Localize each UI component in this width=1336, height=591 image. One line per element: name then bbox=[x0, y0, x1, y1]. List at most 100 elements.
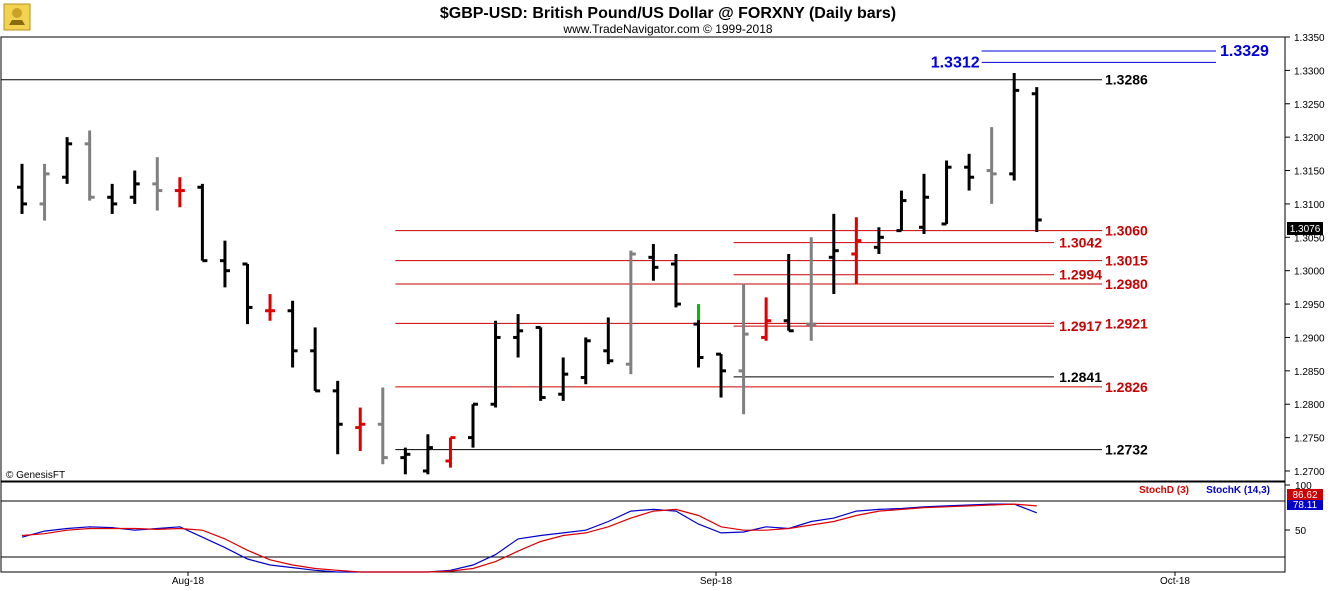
ohlc-bar bbox=[468, 402, 478, 448]
price-tick-label: 1.3050 bbox=[1294, 233, 1325, 244]
price-level-label: 1.3329 bbox=[1220, 43, 1269, 60]
last-price-box bbox=[1287, 222, 1323, 235]
price-level-label: 1.2921 bbox=[1105, 315, 1148, 331]
price-tick-label: 1.3350 bbox=[1294, 33, 1325, 44]
price-level-label: 1.3015 bbox=[1105, 253, 1148, 269]
ohlc-bar bbox=[580, 337, 591, 385]
ohlc-bar bbox=[242, 262, 253, 325]
ohlc-bar bbox=[625, 250, 636, 375]
ohlc-bar bbox=[716, 352, 727, 398]
ohlc-bar bbox=[219, 240, 230, 288]
ohlc-bar bbox=[648, 243, 659, 281]
price-tick-label: 1.2850 bbox=[1294, 367, 1325, 378]
ohlc-bar bbox=[17, 163, 27, 214]
ohlc-bar bbox=[62, 137, 73, 184]
price-level-label-bg bbox=[1054, 368, 1102, 385]
price-tick-label: 1.2900 bbox=[1294, 333, 1325, 344]
stochd-line bbox=[21, 503, 1037, 573]
price-tick-label: 1.2700 bbox=[1294, 467, 1325, 478]
price-tick-label: 1.3150 bbox=[1294, 167, 1325, 178]
price-level-label: 1.2980 bbox=[1105, 276, 1148, 292]
ohlc-bar bbox=[513, 314, 524, 358]
ohlc-bar bbox=[355, 407, 366, 451]
legend-stochd: StochD (3) bbox=[1139, 485, 1189, 496]
ohlc-bar bbox=[964, 153, 975, 191]
ohlc-bar bbox=[535, 325, 546, 401]
date-tick-label: Aug-18 bbox=[172, 576, 205, 587]
stochk-line bbox=[21, 503, 1037, 573]
price-tick-label: 1.3250 bbox=[1294, 100, 1325, 111]
ohlc-bar bbox=[783, 253, 794, 333]
stochk-last-value: 78.11 bbox=[1293, 500, 1318, 511]
ohlc-bar bbox=[919, 173, 929, 234]
ohlc-bar bbox=[828, 213, 839, 295]
price-level-label: 1.2841 bbox=[1059, 369, 1102, 385]
ohlc-bar bbox=[670, 253, 681, 308]
ohlc-bar bbox=[603, 317, 614, 365]
price-level-label: 1.2826 bbox=[1105, 379, 1148, 395]
price-level-label: 1.2917 bbox=[1059, 318, 1102, 334]
ohlc-bars bbox=[17, 73, 1042, 475]
price-tick-label: 1.3000 bbox=[1294, 267, 1325, 278]
price-tick-label: 1.2950 bbox=[1294, 300, 1325, 311]
last-price-value: 1.3076 bbox=[1290, 224, 1321, 235]
price-tick-label: 1.2800 bbox=[1294, 400, 1325, 411]
stoch-panel bbox=[0, 481, 1286, 573]
price-tick-label: 1.3300 bbox=[1294, 66, 1325, 77]
ohlc-bar bbox=[174, 177, 185, 208]
price-level-label: 1.2994 bbox=[1059, 267, 1102, 283]
ohlc-bar bbox=[400, 447, 411, 475]
ohlc-bar bbox=[129, 170, 140, 204]
stoch-tick-label-100: 100 bbox=[1295, 481, 1312, 492]
stochd-last-value: 86.62 bbox=[1292, 490, 1317, 501]
stoch-tick-label-50: 50 bbox=[1295, 526, 1307, 537]
ohlc-bar bbox=[39, 163, 50, 221]
price-level-label-bg bbox=[1054, 318, 1102, 335]
ohlc-bar bbox=[310, 327, 321, 393]
ohlc-bar bbox=[761, 297, 772, 341]
ohlc-bar bbox=[287, 300, 298, 368]
stochd-last-box bbox=[1287, 489, 1323, 500]
date-axis: Aug-18 Sep-18 Oct-18 bbox=[172, 572, 1190, 587]
price-level-label: 1.3060 bbox=[1105, 223, 1148, 239]
ohlc-bar bbox=[377, 387, 388, 465]
ohlc-bar bbox=[693, 304, 704, 368]
ohlc-bar bbox=[896, 190, 907, 233]
ohlc-bar bbox=[332, 380, 343, 455]
price-panel bbox=[0, 36, 1286, 482]
ohlc-bar bbox=[941, 160, 952, 226]
ohlc-bar bbox=[558, 357, 569, 401]
credit-label: © GenesisFT bbox=[6, 470, 65, 481]
ohlc-bar bbox=[152, 157, 163, 211]
price-level-label: 1.2732 bbox=[1105, 442, 1148, 458]
ohlc-bar bbox=[197, 183, 208, 263]
stochastic-lines bbox=[21, 503, 1037, 573]
price-tick-label: 1.2750 bbox=[1294, 434, 1325, 445]
price-levels: 1.33291.33121.32861.30601.30421.30151.29… bbox=[1, 43, 1269, 458]
ohlc-bar bbox=[738, 284, 749, 415]
ohlc-bar bbox=[873, 227, 884, 254]
date-tick-label: Oct-18 bbox=[1160, 576, 1190, 587]
chart-subtitle: www.TradeNavigator.com © 1999-2018 bbox=[562, 22, 772, 36]
stochk-last-box bbox=[1287, 500, 1323, 510]
ohlc-bar bbox=[986, 127, 997, 204]
price-level-label-bg bbox=[1054, 234, 1102, 251]
ohlc-bar bbox=[806, 237, 817, 341]
chart-title: $GBP-USD: British Pound/US Dollar @ FORX… bbox=[440, 5, 896, 22]
ohlc-bar bbox=[445, 436, 456, 468]
legend-stochk: StochK (14,3) bbox=[1206, 485, 1270, 496]
ohlc-bar bbox=[422, 434, 433, 475]
price-level-label: 1.3286 bbox=[1105, 72, 1148, 88]
date-tick-label: Sep-18 bbox=[700, 576, 733, 587]
ohlc-bar bbox=[490, 320, 501, 408]
logo-icon bbox=[3, 3, 31, 31]
price-level-label-bg bbox=[1054, 266, 1102, 283]
price-level-label: 1.3042 bbox=[1059, 235, 1102, 251]
ohlc-bar bbox=[265, 294, 276, 321]
ohlc-bar bbox=[84, 130, 95, 201]
ohlc-bar bbox=[107, 183, 118, 214]
price-axis: 1.3350 1.3300 1.3250 1.3200 1.3150 1.3100 1.30… bbox=[1285, 33, 1325, 478]
ohlc-bar bbox=[851, 217, 862, 285]
